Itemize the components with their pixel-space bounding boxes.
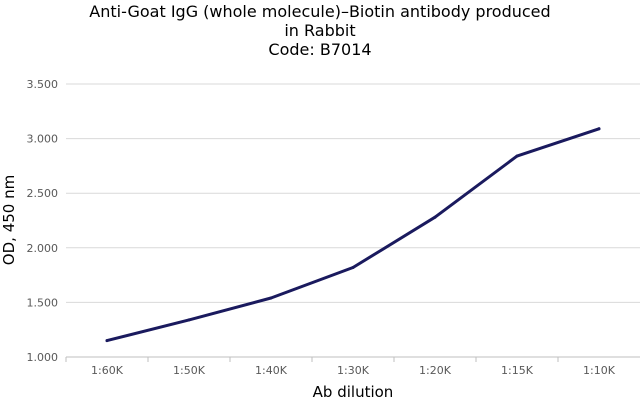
chart-title-line-1: Anti-Goat IgG (whole molecule)–Biotin an… — [89, 2, 550, 21]
series-line — [105, 127, 601, 343]
x-axis-ticks: 1:60K 1:50K 1:40K 1:30K 1:20K 1:15K 1:10K — [65, 357, 616, 377]
y-axis-ticks: 1.000 1.500 2.000 2.500 3.000 3.500 — [27, 78, 59, 364]
data-point — [105, 339, 109, 343]
y-tick-label: 1.500 — [27, 296, 59, 309]
x-tick-label: 1:40K — [255, 364, 288, 377]
y-axis-title: OD, 450 nm — [0, 175, 18, 265]
y-tick-label: 2.000 — [27, 242, 59, 255]
data-point — [187, 318, 191, 322]
data-point — [433, 215, 437, 219]
x-tick-label: 1:20K — [419, 364, 452, 377]
y-tick-label: 2.500 — [27, 187, 59, 200]
chart-title-line-2: in Rabbit — [284, 21, 355, 40]
x-axis-title: Ab dilution — [313, 383, 394, 401]
chart-title: Anti-Goat IgG (whole molecule)–Biotin an… — [89, 2, 550, 59]
y-tick-label: 3.000 — [27, 133, 59, 146]
y-tick-label: 3.500 — [27, 78, 59, 91]
data-point — [515, 154, 519, 158]
data-point — [597, 127, 601, 131]
x-tick-label: 1:10K — [583, 364, 616, 377]
gridlines — [66, 83, 640, 303]
series-lines — [105, 127, 601, 343]
y-tick-label: 1.000 — [27, 351, 59, 364]
data-point — [269, 296, 273, 300]
chart-title-line-3: Code: B7014 — [268, 40, 371, 59]
x-tick-label: 1:30K — [337, 364, 370, 377]
x-tick-label: 1:15K — [501, 364, 534, 377]
data-point — [351, 265, 355, 269]
x-tick-label: 1:60K — [91, 364, 124, 377]
x-tick-label: 1:50K — [173, 364, 206, 377]
